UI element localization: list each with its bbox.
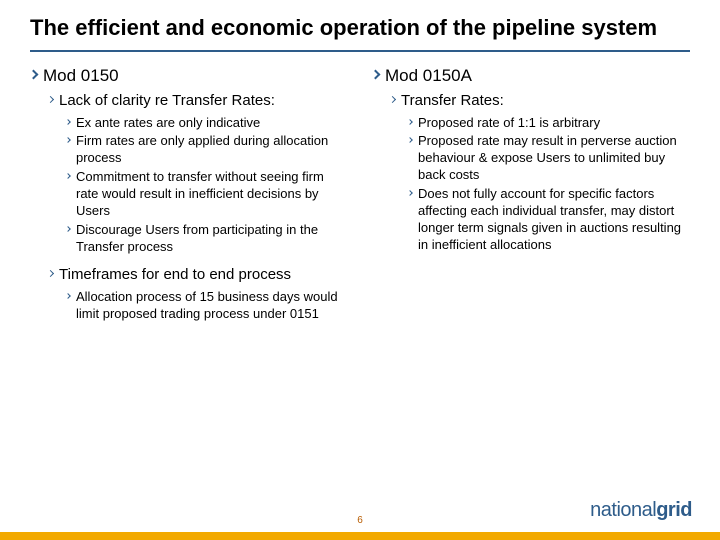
page-title: The efficient and economic operation of … [30, 14, 690, 42]
left-items1: Ex ante rates are only indicative Firm r… [66, 115, 348, 256]
left-sub2-block: Timeframes for end to end process [48, 266, 348, 283]
item-text: Ex ante rates are only indicative [76, 115, 260, 132]
item-text: Does not fully account for specific fact… [418, 186, 690, 254]
right-sub1-row: Transfer Rates: [390, 92, 690, 109]
title-underline [30, 50, 690, 52]
page-number: 6 [357, 515, 363, 526]
chevron-icon [65, 173, 71, 179]
list-item: Commitment to transfer without seeing fi… [66, 169, 348, 220]
chevron-icon [371, 69, 381, 79]
item-text: Discourage Users from participating in t… [76, 222, 348, 256]
item-text: Allocation process of 15 business days w… [76, 289, 348, 323]
right-items1: Proposed rate of 1:1 is arbitrary Propos… [408, 115, 690, 254]
item-text: Commitment to transfer without seeing fi… [76, 169, 348, 220]
chevron-icon [407, 119, 413, 125]
content-columns: Mod 0150 Lack of clarity re Transfer Rat… [30, 66, 690, 325]
left-items2: Allocation process of 15 business days w… [66, 289, 348, 323]
list-item: Does not fully account for specific fact… [408, 186, 690, 254]
left-sub2-row: Timeframes for end to end process [48, 266, 348, 283]
chevron-icon [407, 138, 413, 144]
list-item: Proposed rate of 1:1 is arbitrary [408, 115, 690, 132]
footer-bar [0, 532, 720, 540]
chevron-icon [389, 95, 396, 102]
item-text: Firm rates are only applied during alloc… [76, 133, 348, 167]
right-heading: Mod 0150A [385, 66, 472, 86]
right-column: Mod 0150A Transfer Rates: Proposed rate … [372, 66, 690, 325]
left-heading-row: Mod 0150 [30, 66, 348, 86]
chevron-icon [407, 190, 413, 196]
right-heading-row: Mod 0150A [372, 66, 690, 86]
chevron-icon [29, 69, 39, 79]
list-item: Discourage Users from participating in t… [66, 222, 348, 256]
chevron-icon [65, 293, 71, 299]
logo-grid: grid [656, 499, 692, 522]
list-item: Ex ante rates are only indicative [66, 115, 348, 132]
chevron-icon [47, 95, 54, 102]
left-column: Mod 0150 Lack of clarity re Transfer Rat… [30, 66, 348, 325]
list-item: Firm rates are only applied during alloc… [66, 133, 348, 167]
right-sub1-block: Transfer Rates: [390, 92, 690, 109]
left-sub1: Lack of clarity re Transfer Rates: [59, 92, 275, 109]
chevron-icon [65, 138, 71, 144]
left-sub1-row: Lack of clarity re Transfer Rates: [48, 92, 348, 109]
logo: nationalgrid [590, 499, 692, 522]
slide: The efficient and economic operation of … [0, 0, 720, 540]
right-sub1: Transfer Rates: [401, 92, 504, 109]
left-heading: Mod 0150 [43, 66, 119, 86]
chevron-icon [65, 226, 71, 232]
left-sub2: Timeframes for end to end process [59, 266, 291, 283]
item-text: Proposed rate of 1:1 is arbitrary [418, 115, 600, 132]
item-text: Proposed rate may result in perverse auc… [418, 133, 690, 184]
chevron-icon [47, 270, 54, 277]
logo-national: national [590, 499, 656, 522]
chevron-icon [65, 119, 71, 125]
list-item: Proposed rate may result in perverse auc… [408, 133, 690, 184]
list-item: Allocation process of 15 business days w… [66, 289, 348, 323]
left-sub1-block: Lack of clarity re Transfer Rates: [48, 92, 348, 109]
